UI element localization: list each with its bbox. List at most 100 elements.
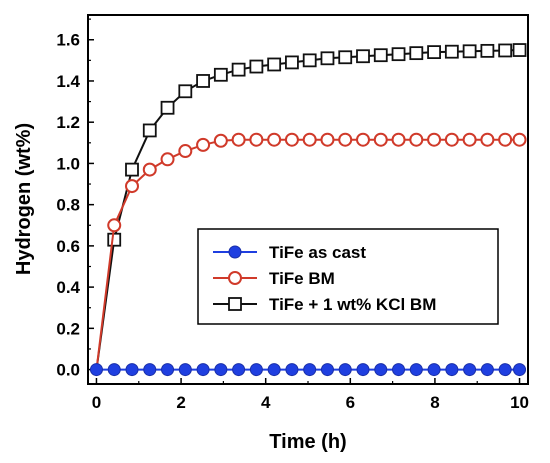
- legend-marker: [228, 271, 242, 285]
- x-tick-label: 2: [176, 393, 185, 412]
- data-point: [480, 132, 495, 147]
- data-point: [391, 47, 406, 62]
- data-point: [125, 363, 139, 377]
- data-point: [125, 162, 139, 177]
- data-point: [373, 132, 388, 147]
- data-point: [107, 218, 122, 233]
- data-point: [214, 363, 228, 377]
- data-point: [512, 43, 527, 57]
- data-point: [249, 59, 264, 74]
- data-point: [513, 363, 527, 377]
- data-point: [231, 132, 246, 147]
- data-point: [302, 132, 317, 147]
- data-point: [338, 363, 352, 377]
- data-point: [462, 132, 477, 147]
- data-point: [480, 43, 495, 58]
- data-point: [462, 44, 477, 59]
- data-point: [303, 363, 317, 377]
- data-point: [373, 48, 388, 63]
- x-axis-title: Time (h): [269, 431, 346, 453]
- data-point: [320, 51, 335, 66]
- data-point: [267, 57, 282, 72]
- data-point: [445, 363, 459, 377]
- legend: TiFe as cast TiFe BM TiFe + 1 wt% KCl BM: [197, 228, 499, 325]
- legend-marker: [228, 245, 242, 259]
- data-point: [498, 363, 512, 377]
- x-tick-label: 10: [510, 393, 529, 412]
- series-3: [95, 43, 527, 370]
- legend-item: TiFe + 1 wt% KCl BM: [213, 295, 436, 314]
- data-point: [89, 363, 103, 377]
- data-point: [392, 363, 406, 377]
- legend-label: TiFe BM: [269, 269, 335, 288]
- legend-label: TiFe as cast: [269, 243, 366, 262]
- data-point: [196, 363, 210, 377]
- data-point: [444, 132, 459, 147]
- data-point: [143, 363, 157, 377]
- series-1: [89, 363, 527, 377]
- plot-frame: [87, 14, 529, 385]
- data-point: [267, 132, 282, 147]
- y-tick-label: 0.0: [56, 361, 80, 380]
- data-point: [463, 363, 477, 377]
- data-point: [160, 100, 175, 115]
- x-tick-label: 8: [430, 393, 439, 412]
- data-point: [356, 49, 370, 64]
- data-point: [427, 132, 442, 147]
- x-axis: 0 2 4 6 8 10: [92, 378, 529, 412]
- data-point: [161, 363, 175, 377]
- data-point: [267, 363, 281, 377]
- data-point: [427, 45, 441, 60]
- series-2: [95, 132, 527, 370]
- y-tick-label: 0.6: [56, 237, 80, 256]
- data-point: [320, 132, 335, 147]
- data-point: [142, 123, 157, 138]
- data-point: [285, 55, 299, 70]
- data-point: [249, 132, 264, 147]
- data-point: [142, 162, 157, 177]
- x-tick-label: 4: [261, 393, 271, 412]
- data-point: [356, 363, 370, 377]
- data-point: [178, 84, 193, 99]
- legend-item: TiFe as cast: [213, 243, 366, 262]
- data-point: [178, 144, 193, 159]
- data-point: [512, 132, 527, 147]
- legend-marker: [228, 297, 242, 311]
- data-point: [338, 132, 353, 147]
- data-point: [338, 50, 353, 65]
- legend-label: TiFe + 1 wt% KCl BM: [269, 295, 436, 314]
- data-point: [409, 363, 423, 377]
- data-point: [427, 363, 441, 377]
- y-tick-label: 0.4: [56, 278, 80, 297]
- data-point: [409, 132, 424, 147]
- data-point: [213, 67, 228, 82]
- y-tick-label: 1.6: [56, 31, 80, 50]
- data-point: [160, 152, 175, 167]
- data-point: [284, 132, 299, 147]
- y-axis: 0.0 0.2 0.4 0.6 0.8 1.0 1.2 1.4 1.6: [56, 18, 94, 380]
- y-tick-label: 1.2: [56, 113, 80, 132]
- data-point: [444, 44, 459, 59]
- data-point: [107, 232, 122, 247]
- data-point: [213, 133, 228, 148]
- data-point: [107, 363, 121, 377]
- data-point: [196, 74, 210, 88]
- data-point: [232, 363, 246, 377]
- data-point: [498, 43, 513, 58]
- data-point: [480, 363, 494, 377]
- data-point: [302, 53, 317, 68]
- data-point: [320, 363, 334, 377]
- y-tick-label: 0.2: [56, 319, 80, 338]
- y-axis-title: Hydrogen (wt%): [13, 123, 35, 275]
- data-point: [498, 132, 513, 147]
- legend-box: [197, 228, 499, 325]
- data-point: [356, 132, 370, 147]
- y-tick-label: 1.4: [56, 72, 80, 91]
- data-point: [285, 363, 299, 377]
- legend-item: TiFe BM: [213, 269, 335, 288]
- x-tick-label: 0: [92, 393, 101, 412]
- data-point: [231, 62, 246, 77]
- data-point: [391, 132, 406, 147]
- x-tick-label: 6: [346, 393, 355, 412]
